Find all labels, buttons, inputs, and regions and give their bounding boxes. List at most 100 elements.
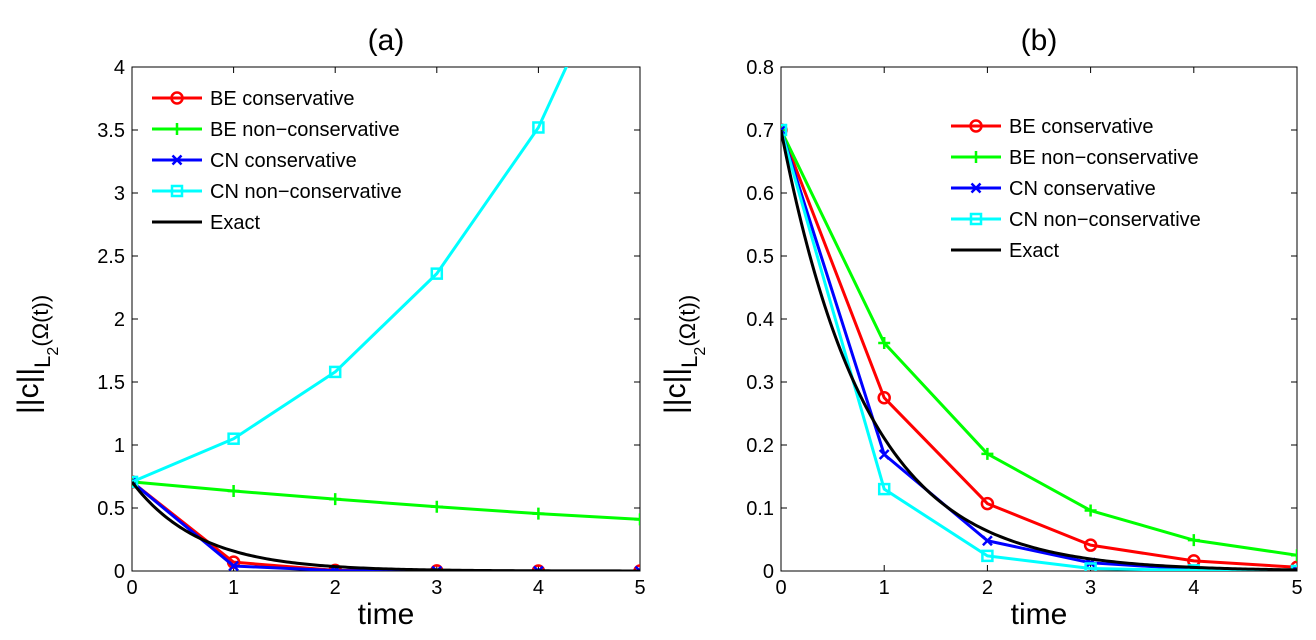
legend-label: CN non−conservative xyxy=(1009,209,1201,231)
chart-panel-a: 0 1 2 3 4 5 0 0.5 1 1.5 2 2.5 3 3.5 4 (a) time ||c||L2(Ω(… xyxy=(12,24,646,631)
marker-circle xyxy=(969,119,983,133)
marker-square xyxy=(877,482,891,496)
x-axis-label: time xyxy=(1011,598,1068,631)
chart-panel-b: 0 1 2 3 4 5 0 0.1 0.2 0.3 0.4 0.5 0.6 0.7 0.8 (b) time ||… xyxy=(659,24,1303,631)
x-tick-label: 4 xyxy=(1188,577,1199,599)
y-tick-label: 0.7 xyxy=(746,120,774,142)
y-tick-label: 1 xyxy=(114,435,125,457)
marker-square xyxy=(430,267,444,280)
legend-label: BE conservative xyxy=(1009,116,1154,138)
series-line xyxy=(781,129,1297,557)
y-tick-label: 0 xyxy=(114,561,125,583)
series-line xyxy=(132,480,640,521)
marker-plus xyxy=(430,500,443,513)
x-tick-label: 2 xyxy=(982,577,993,599)
marker-plus xyxy=(329,493,342,506)
x-tick-label: 4 xyxy=(533,577,544,599)
marker-square xyxy=(532,121,545,134)
legend-label: BE conservative xyxy=(210,88,355,110)
series-line xyxy=(132,67,568,484)
marker-x xyxy=(982,535,993,547)
marker-square xyxy=(1187,564,1201,571)
marker-square xyxy=(781,123,788,137)
marker-plus xyxy=(1187,534,1200,547)
marker-x xyxy=(171,154,183,166)
x-tick-label: 1 xyxy=(228,577,239,599)
x-axis-label: time xyxy=(358,598,415,631)
marker-x xyxy=(781,124,787,136)
y-tick-label: 0.3 xyxy=(746,372,774,394)
marker-x xyxy=(970,182,982,194)
legend-label: Exact xyxy=(210,212,260,234)
y-tick-label: 3.5 xyxy=(97,120,125,142)
chart-title: (b) xyxy=(1021,24,1058,57)
y-tick-label: 1.5 xyxy=(97,372,125,394)
series-line xyxy=(781,129,1297,569)
legend-label: BE non−conservative xyxy=(1009,147,1199,169)
marker-plus xyxy=(1291,549,1297,562)
marker-circle xyxy=(980,496,995,511)
marker-plus xyxy=(532,507,545,520)
series-line xyxy=(781,129,1297,571)
marker-x xyxy=(878,449,890,460)
y-tick-label: 0.1 xyxy=(746,498,774,520)
y-tick-label: 2.5 xyxy=(97,246,125,268)
x-tick-label: 5 xyxy=(1291,577,1302,599)
marker-plus xyxy=(878,336,891,349)
marker-plus xyxy=(634,513,640,526)
y-axis-label: ||c||L2(Ω(t)) xyxy=(659,295,709,414)
marker-plus xyxy=(1084,504,1097,517)
y-axis-label: ||c||L2(Ω(t)) xyxy=(12,295,62,414)
y-tick-label: 0.5 xyxy=(97,498,125,520)
marker-square xyxy=(969,212,983,226)
x-tick-label: 3 xyxy=(431,577,442,599)
x-tick-label: 2 xyxy=(330,577,341,599)
y-tick-label: 0.6 xyxy=(746,183,774,205)
marker-square xyxy=(1084,562,1097,571)
series-line xyxy=(781,129,1297,571)
legend-label: CN conservative xyxy=(1009,178,1156,200)
legend-box xyxy=(145,81,452,235)
marker-circle xyxy=(1083,538,1098,552)
legend: BE conservative BE non−conservative CN con… xyxy=(944,109,1261,268)
marker-plus xyxy=(970,151,982,163)
series-line xyxy=(132,481,640,571)
x-tick-label: 3 xyxy=(1085,577,1096,599)
legend-label: Exact xyxy=(1009,240,1059,262)
legend-label: CN conservative xyxy=(210,150,357,172)
legend-label: CN non−conservative xyxy=(210,181,402,203)
y-tick-label: 0 xyxy=(763,561,774,583)
series-line xyxy=(132,480,640,571)
marker-square xyxy=(132,475,139,489)
marker-x xyxy=(228,560,239,571)
marker-square xyxy=(328,365,342,379)
y-tick-label: 3 xyxy=(114,183,125,205)
series-layer xyxy=(781,123,1297,571)
series-line xyxy=(132,480,640,571)
marker-x xyxy=(634,565,640,571)
x-tick-label: 0 xyxy=(775,577,786,599)
y-tick-label: 4 xyxy=(114,57,125,79)
y-tick-label: 2 xyxy=(114,309,125,331)
marker-circle xyxy=(877,391,891,405)
marker-x xyxy=(1291,564,1297,571)
marker-square xyxy=(981,549,994,563)
y-tick-label: 0.2 xyxy=(746,435,774,457)
y-tick-label: 0.5 xyxy=(746,246,774,268)
marker-square xyxy=(227,432,240,445)
y-tick-label: 0.4 xyxy=(746,309,774,331)
marker-circle xyxy=(170,91,184,105)
marker-x xyxy=(533,565,544,571)
marker-plus xyxy=(171,123,183,135)
legend-label: BE non−conservative xyxy=(210,119,400,141)
x-tick-label: 5 xyxy=(634,577,645,599)
x-tick-label: 1 xyxy=(879,577,890,599)
x-tick-label: 0 xyxy=(126,577,137,599)
marker-plus xyxy=(981,447,994,460)
chart-title: (a) xyxy=(368,24,405,57)
marker-plus xyxy=(227,484,240,497)
legend: BE conservative BE non−conservative CN con… xyxy=(145,81,452,235)
series-layer xyxy=(132,67,640,571)
y-tick-label: 0.8 xyxy=(746,57,774,79)
